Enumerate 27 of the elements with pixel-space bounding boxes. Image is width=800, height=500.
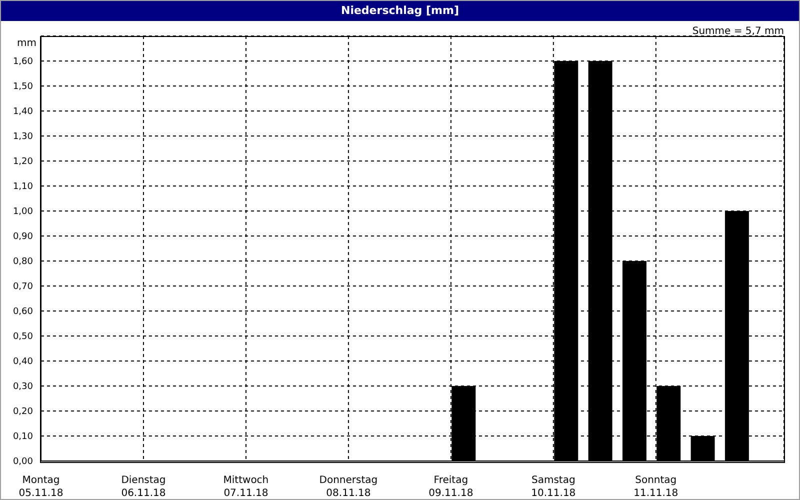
chart-title: Niederschlag [mm]	[1, 1, 799, 21]
x-tick-label: Samstag 10.11.18	[531, 475, 576, 499]
y-tick-label: 0,50	[12, 332, 34, 342]
y-tick-label: 0,00	[12, 457, 34, 468]
y-tick-label: 0,10	[12, 432, 34, 442]
y-tick-label: 1,60	[12, 57, 34, 68]
x-tick-label: Mittwoch 07.11.18	[223, 475, 269, 499]
x-tick-label: Donnerstag 08.11.18	[319, 475, 378, 499]
y-tick-label: 1,40	[12, 107, 34, 118]
y-tick-label: 1,30	[12, 132, 34, 142]
x-tick-label: Dienstag 06.11.18	[121, 475, 166, 499]
x-tick-label: Sonntag 11.11.18	[634, 475, 678, 499]
y-tick-label: 0,20	[12, 407, 34, 418]
annotation: Summe = 5,7 mm	[692, 26, 784, 37]
y-tick-label: 0,80	[12, 257, 34, 268]
y-axis-title: mm	[17, 38, 36, 49]
y-tick-label: 0,30	[12, 382, 34, 392]
y-tick-label: 0,40	[12, 357, 34, 368]
x-tick-label: Freitag 09.11.18	[428, 475, 474, 499]
y-tick-label: 0,90	[12, 232, 34, 242]
y-tick-label: 1,20	[12, 157, 34, 168]
y-tick-label: 1,00	[12, 207, 34, 218]
y-tick-label: 1,50	[12, 82, 34, 92]
y-tick-label: 0,60	[12, 307, 34, 318]
x-tick-label: Montag 05.11.18	[18, 475, 64, 499]
y-tick-label: 1,10	[12, 182, 34, 192]
y-tick-label: 0,70	[12, 282, 34, 292]
